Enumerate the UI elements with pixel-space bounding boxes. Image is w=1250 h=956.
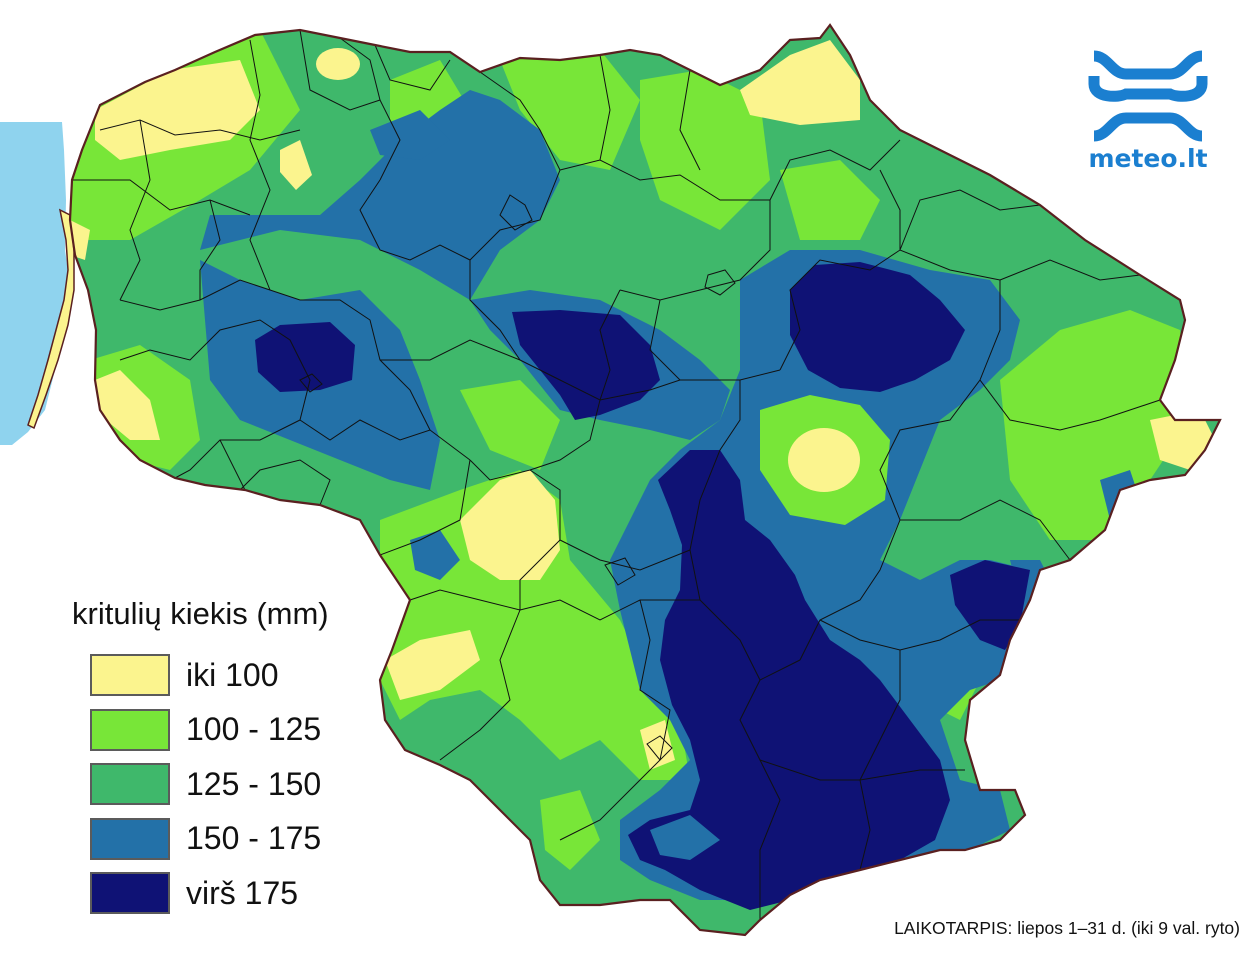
legend-item: 125 - 150 [72,757,329,812]
legend-item: 150 - 175 [72,812,329,867]
legend-swatch [90,654,170,697]
class-iki-100-areas [70,40,1215,770]
logo-text: meteo.lt [1088,144,1208,173]
legend-item: iki 100 [72,648,329,703]
waves-icon [1088,50,1208,142]
legend-swatch [90,763,170,806]
legend-swatch [90,708,170,751]
legend-label: virš 175 [186,874,299,911]
legend-label: 125 - 150 [186,765,322,802]
sea [0,122,70,445]
legend-swatch [90,817,170,860]
legend-swatch [90,872,170,915]
period-text: LAIKOTARPIS: liepos 1–31 d. (iki 9 val. … [894,918,1240,938]
district-boundaries [72,29,1161,920]
class-virs-175-areas [255,262,1030,910]
legend-label: iki 100 [186,656,279,693]
country-border [68,23,1222,937]
legend: kritulių kiekis (mm) iki 100 100 - 125 125… [72,596,329,921]
legend-item: virš 175 [72,866,329,921]
legend-label: 100 - 125 [186,711,322,748]
legend-item: 100 - 125 [72,703,329,758]
legend-title: kritulių kiekis (mm) [72,596,329,631]
legend-label: 150 - 175 [186,820,322,857]
curonian-spit [27,208,75,430]
meteo-logo: meteo.lt [1088,44,1208,184]
